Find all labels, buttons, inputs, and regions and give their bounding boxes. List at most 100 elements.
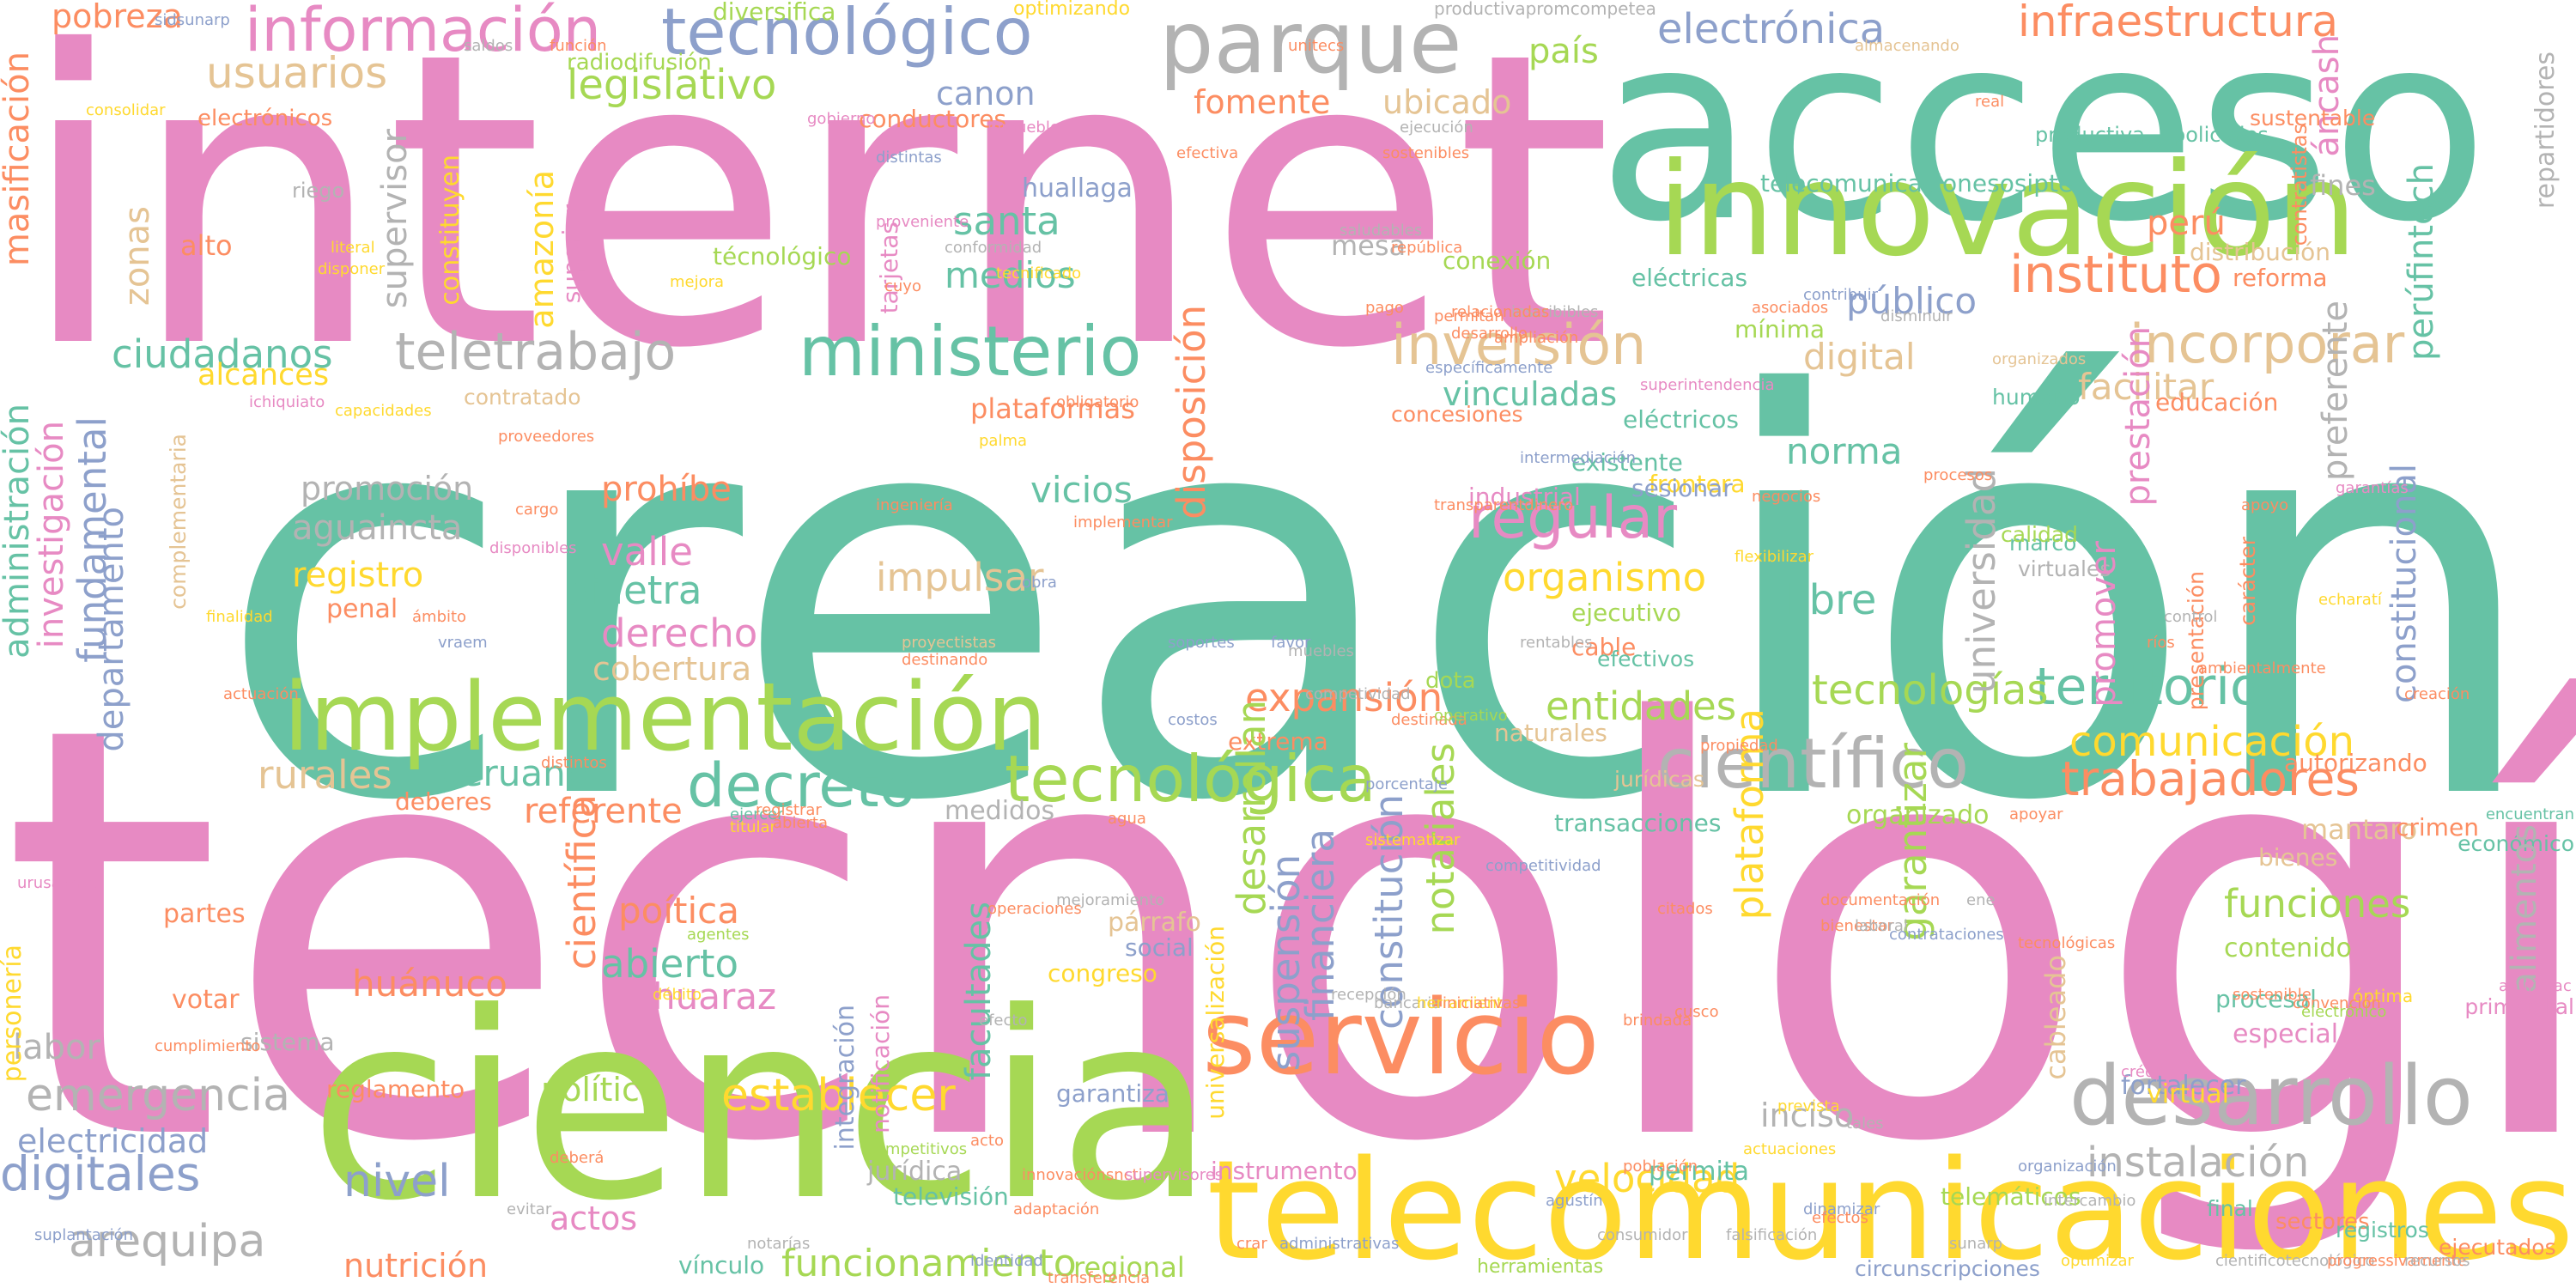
cloud-word: virtual xyxy=(2147,1079,2229,1109)
cloud-word: tecnológicas xyxy=(2018,934,2116,952)
cloud-word: telecomunicacionesosiptel xyxy=(1760,169,2080,197)
cloud-word: consolidar xyxy=(86,101,166,119)
cloud-word: especial xyxy=(2233,1019,2339,1049)
cloud-word: obligatorio xyxy=(1056,393,1139,411)
cloud-word: huánuco xyxy=(352,963,508,1005)
cloud-word: investigación xyxy=(32,421,71,649)
cloud-word: telemáticos xyxy=(1941,1182,2081,1211)
cloud-word: ciencia xyxy=(309,957,1216,1257)
cloud-word: intercambio xyxy=(2044,1192,2136,1210)
cloud-word: proveedores xyxy=(498,428,595,446)
cloud-word: cableado xyxy=(2039,955,2072,1080)
cloud-word: sostenible xyxy=(2233,986,2312,1004)
cloud-word: científica xyxy=(559,794,605,970)
cloud-word: tecnologías xyxy=(1812,666,2049,714)
cloud-word: infraestructura xyxy=(2018,0,2339,46)
cloud-word: palma xyxy=(979,432,1028,450)
cloud-word: muebles xyxy=(1288,642,1354,660)
cloud-word: amazonía xyxy=(523,170,561,329)
cloud-word: gobierno xyxy=(807,110,876,128)
cloud-word: cusco xyxy=(1674,1003,1719,1021)
cloud-word: pago xyxy=(1365,299,1404,317)
cloud-word: literal xyxy=(331,239,375,257)
cloud-word: conductores xyxy=(859,105,1007,133)
cloud-word: progressivamente xyxy=(2327,1252,2467,1270)
cloud-word: técnológico xyxy=(713,242,852,270)
cloud-word: administración xyxy=(0,404,37,659)
cloud-word: aguaincta xyxy=(292,508,463,548)
cloud-word: presentación xyxy=(2184,571,2208,711)
cloud-word: innovaciónsncti xyxy=(1022,1166,1143,1184)
cloud-word: final xyxy=(2207,1196,2253,1221)
cloud-word: parque xyxy=(1159,0,1462,93)
cloud-word: naturales xyxy=(1494,719,1607,747)
cloud-word: telecomunicaciones xyxy=(1206,1130,2574,1288)
cloud-word: deberes xyxy=(395,787,492,816)
cloud-word: usuarios xyxy=(206,48,388,98)
cloud-word: marco xyxy=(2009,531,2077,556)
cloud-word: tarjetas xyxy=(875,222,903,314)
cloud-word: garantiza xyxy=(1056,1079,1170,1108)
cloud-word: deberá xyxy=(550,1149,605,1167)
cloud-word: sistema xyxy=(240,1028,335,1056)
cloud-word: sunarp xyxy=(1949,1235,2003,1253)
cloud-word: creación xyxy=(215,281,2545,920)
cloud-word: fortalecer xyxy=(2121,1071,2246,1101)
cloud-word: organizado xyxy=(1846,800,1990,830)
cloud-word: facilitar xyxy=(2078,366,2215,408)
cloud-word: electrónica xyxy=(1657,5,1886,53)
cloud-word: referente xyxy=(524,792,683,831)
cloud-word: sostenibles xyxy=(1382,144,1470,162)
cloud-word: pobreza xyxy=(52,0,183,35)
cloud-word: actuaciones xyxy=(1743,1140,1837,1158)
cloud-word: cientificotecnológico xyxy=(2215,1252,2375,1270)
cloud-word: efecto xyxy=(979,1012,1028,1030)
cloud-word: trabajadores xyxy=(2061,751,2360,806)
cloud-word: ene xyxy=(1966,891,1996,909)
cloud-word: sustentable xyxy=(2250,106,2376,131)
cloud-word: disposición xyxy=(1169,305,1214,519)
cloud-word: ampliación xyxy=(1494,329,1579,347)
cloud-word: párrafo xyxy=(1108,908,1201,938)
cloud-word: vínculo xyxy=(678,1251,765,1279)
cloud-word: obra xyxy=(1022,574,1057,592)
cloud-word: apoyo xyxy=(2241,496,2289,514)
cloud-word: riego xyxy=(292,179,345,203)
cloud-word: entidades xyxy=(1546,683,1737,729)
cloud-word: educación xyxy=(2155,388,2279,416)
cloud-word: agentes xyxy=(687,926,750,944)
cloud-word: vicios xyxy=(1030,469,1133,511)
cloud-word: industrial xyxy=(1468,483,1581,511)
cloud-word: destinando xyxy=(902,651,988,669)
cloud-word: superior xyxy=(557,204,586,304)
cloud-word: alimentos xyxy=(2505,824,2544,993)
cloud-word: bancaria xyxy=(1374,994,1442,1012)
cloud-word: policiales xyxy=(2172,123,2269,147)
cloud-word: inversión xyxy=(1391,313,1647,378)
cloud-word: cargo xyxy=(515,501,559,519)
cloud-word: negocios xyxy=(1752,488,1821,506)
cloud-word: costos xyxy=(1168,711,1218,729)
cloud-word: medidos xyxy=(945,796,1055,826)
cloud-word: nutrición xyxy=(343,1247,489,1285)
cloud-word: flexibilizar xyxy=(1735,548,1814,566)
cloud-word: derecho xyxy=(601,611,758,656)
cloud-word: dinamizar xyxy=(1803,1200,1880,1218)
cloud-word: partes xyxy=(163,899,246,929)
cloud-word: funciones xyxy=(2224,881,2411,927)
cloud-word: rentables xyxy=(1520,634,1593,652)
cloud-word: canon xyxy=(936,75,1036,112)
cloud-word: tales xyxy=(1846,1115,1884,1133)
cloud-word: incorporar xyxy=(2129,313,2405,375)
cloud-word: transferencia xyxy=(1048,1269,1151,1287)
cloud-word: peruano xyxy=(438,752,588,794)
cloud-word: público xyxy=(1846,280,1978,322)
cloud-word: santa xyxy=(953,198,1060,244)
cloud-word: radiodifusión xyxy=(567,50,712,76)
cloud-word: competitividad xyxy=(1485,857,1601,875)
cloud-word: complementaria xyxy=(166,434,191,610)
cloud-word: económico xyxy=(2458,831,2574,856)
cloud-word: superintendencia xyxy=(1640,376,1775,394)
cloud-word: competitivos xyxy=(867,1140,968,1158)
cloud-word: congreso xyxy=(1048,959,1157,987)
